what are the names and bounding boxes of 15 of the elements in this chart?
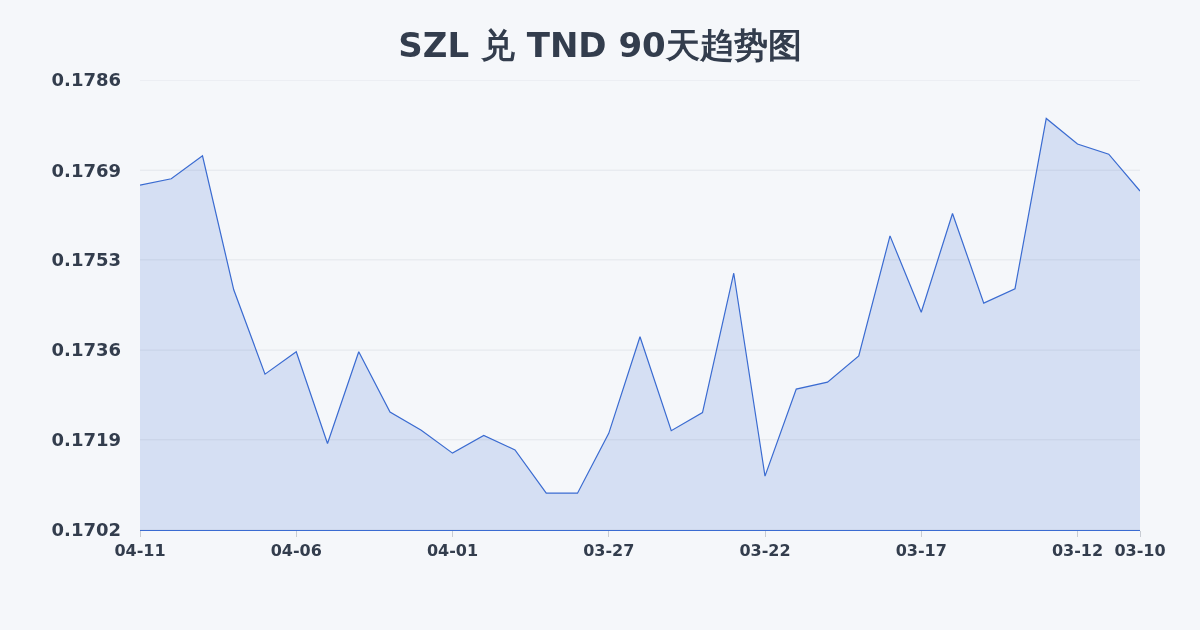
x-tick-label: 03-22 xyxy=(739,541,791,561)
x-tick-label: 03-10 xyxy=(1114,541,1166,561)
y-tick-label: 0.1769 xyxy=(51,159,121,181)
x-tick-label: 04-06 xyxy=(270,541,322,561)
y-tick-label: 0.1702 xyxy=(51,519,121,541)
x-tick-label: 04-01 xyxy=(426,541,479,561)
x-tick-label: 03-27 xyxy=(583,541,635,561)
y-tick-label: 0.1736 xyxy=(51,339,121,361)
y-tick-label: 0.1719 xyxy=(51,429,121,451)
x-tick-label: 03-17 xyxy=(895,541,947,561)
x-tick-label: 04-11 xyxy=(114,541,166,561)
chart-title: SZL 兑 TND 90天趋势图 xyxy=(398,24,802,65)
x-tick-label: 03-12 xyxy=(1051,541,1104,561)
y-tick-label: 0.1753 xyxy=(51,249,121,271)
y-tick-label: 0.1786 xyxy=(51,69,121,91)
